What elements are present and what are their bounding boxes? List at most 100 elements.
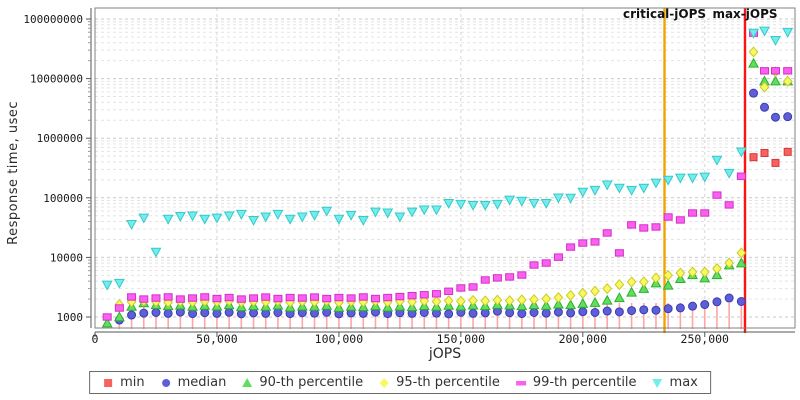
data-point-max: [309, 210, 320, 221]
data-point-95th: [468, 294, 478, 306]
data-point-90th: [552, 298, 564, 309]
data-point-max: [638, 183, 650, 194]
data-point-99th: [541, 259, 551, 267]
data-point-99th: [407, 291, 417, 300]
data-point-median: [602, 306, 612, 316]
data-point-max: [357, 215, 369, 226]
data-point-99th: [492, 274, 502, 282]
data-point-99th: [590, 238, 600, 246]
data-point-median: [614, 307, 624, 317]
x-tick-label: 200,000: [559, 332, 608, 346]
data-point-99th: [163, 293, 173, 301]
data-point-max: [528, 198, 540, 209]
data-point-median: [688, 301, 698, 311]
data-point-max: [296, 212, 308, 223]
legend-label: 90-th percentile: [259, 375, 364, 390]
data-point-99th: [322, 294, 332, 303]
data-point-max: [235, 209, 247, 220]
data-point-median: [700, 300, 710, 310]
legend-label: max: [669, 375, 698, 390]
data-point-95th: [736, 247, 747, 259]
data-point-median: [468, 308, 478, 318]
data-point-90th: [735, 257, 747, 268]
data-point-max: [382, 208, 394, 219]
95-th-percentile-marker-icon: [379, 377, 389, 388]
median-marker-icon: [161, 378, 170, 387]
data-point-95th: [553, 291, 564, 304]
data-point-95th: [419, 295, 430, 307]
data-point-median: [724, 293, 734, 303]
max-jops-label: max-jOPS: [712, 7, 777, 21]
data-point-max: [687, 173, 699, 184]
data-point-99th: [444, 287, 454, 295]
data-point-95th: [516, 294, 527, 306]
data-point-99th: [139, 295, 149, 303]
data-point-99th: [770, 67, 780, 75]
data-point-95th: [748, 46, 759, 58]
data-point-99th: [639, 224, 649, 232]
data-point-95th: [626, 276, 637, 288]
data-point-median: [224, 307, 234, 317]
data-point-99th: [249, 294, 259, 302]
data-point-95th: [590, 285, 600, 297]
data-point-99th: [236, 295, 246, 303]
data-point-90th: [711, 269, 723, 280]
data-point-max: [516, 196, 528, 207]
legend-item-99-th-percentile: 99-th percentile: [515, 375, 637, 390]
data-point-max: [321, 206, 333, 217]
series-max: [101, 26, 794, 291]
series-90-th-percentile: [101, 57, 794, 328]
data-point-99th: [151, 294, 161, 302]
data-point-99th: [395, 292, 405, 301]
data-point-99th: [383, 293, 393, 302]
y-tick-label: 10000000: [30, 73, 83, 86]
data-point-95th: [565, 289, 576, 302]
legend-box: min median 90-th percentile 95-th percentil…: [89, 371, 711, 394]
data-point-median: [566, 308, 576, 318]
data-point-99th: [346, 294, 356, 302]
data-point-99th: [431, 290, 441, 298]
data-point-99th: [663, 213, 673, 221]
data-point-median: [517, 309, 527, 319]
data-point-90th: [748, 57, 759, 68]
data-point-95th: [529, 294, 539, 306]
plot-border: [94, 7, 796, 329]
x-tick-label: 250,000: [681, 332, 730, 346]
y-tick-label: 100000: [43, 192, 83, 205]
data-point-max: [248, 215, 259, 226]
data-point-90th: [577, 297, 589, 308]
data-point-min: [760, 148, 769, 157]
data-point-99th: [285, 293, 295, 302]
data-point-max: [577, 187, 589, 198]
data-point-median: [749, 88, 759, 98]
data-point-95th: [663, 269, 674, 281]
data-point-max: [260, 212, 272, 223]
data-point-max: [150, 247, 162, 258]
data-point-median: [151, 307, 161, 317]
legend-item-min: min: [102, 375, 145, 390]
data-point-99th: [675, 216, 685, 224]
data-point-max: [782, 27, 794, 38]
data-point-90th: [101, 317, 113, 328]
data-point-max: [394, 212, 406, 223]
data-point-95th: [712, 262, 722, 275]
data-point-99th: [688, 209, 698, 217]
data-point-99th: [651, 223, 661, 231]
data-point-median: [578, 307, 588, 317]
data-point-median: [212, 308, 222, 318]
y-tick-label: 1000000: [37, 132, 83, 145]
data-point-min: [783, 147, 792, 156]
data-point-median: [529, 307, 539, 317]
data-point-95th: [443, 295, 454, 307]
99-th-percentile-marker-icon: [515, 380, 526, 385]
data-point-95th: [163, 296, 174, 308]
data-point-99th: [261, 293, 271, 301]
data-point-max: [443, 198, 455, 209]
data-point-95th: [759, 81, 770, 93]
legend-label: median: [177, 375, 227, 390]
data-point-max: [174, 211, 186, 222]
data-point-95th: [602, 283, 613, 295]
legend-label: 95-th percentile: [396, 375, 500, 390]
data-point-99th: [334, 293, 344, 302]
